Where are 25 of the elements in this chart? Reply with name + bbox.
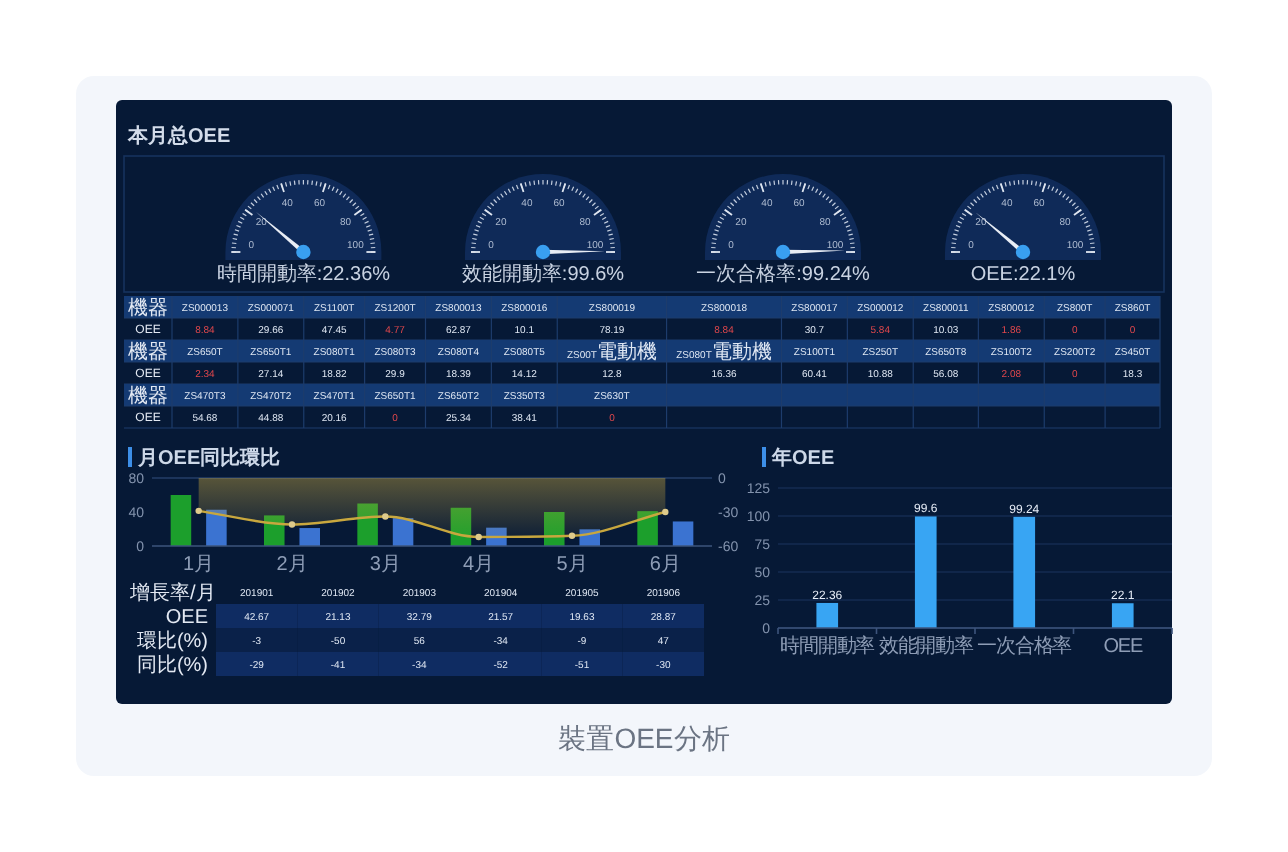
x-tick-label: 4月 xyxy=(463,554,495,576)
x-tick-label: 一次合格率 xyxy=(977,634,1073,658)
y-tick-label: 同比(%) xyxy=(136,653,208,677)
x-tick-label: 6月 xyxy=(649,554,681,576)
data-label: 效能開動率:99.6% xyxy=(461,262,625,286)
x-tick-label: 1月 xyxy=(183,554,215,576)
data-label: OEE:22.1% xyxy=(970,264,1076,286)
data-label: 時間開動率:22.36% xyxy=(216,262,391,286)
x-axis-title: 增長率/月 xyxy=(128,581,216,605)
text: 機器 xyxy=(128,386,168,408)
chart-title: 年OEE xyxy=(770,446,835,470)
x-tick-label: 效能開動率 xyxy=(878,634,974,658)
text: 機器 xyxy=(128,296,168,320)
text: 本月总OEE xyxy=(126,124,231,148)
x-tick-label: 5月 xyxy=(556,554,588,576)
text: 裝置OEE分析 xyxy=(558,722,730,754)
x-tick-label: 2月 xyxy=(276,554,308,576)
x-tick-label: OEE xyxy=(1103,636,1144,658)
x-tick-label: 3月 xyxy=(369,554,401,576)
x-tick-label: 時間開動率 xyxy=(780,634,876,658)
data-label: 一次合格率:99.24% xyxy=(696,262,870,286)
chart-title: 月OEE同比環比 xyxy=(136,446,281,470)
y-tick-label: OEE xyxy=(165,607,209,629)
text: 機器 xyxy=(128,342,168,364)
y-tick-label: 環比(%) xyxy=(136,629,208,653)
